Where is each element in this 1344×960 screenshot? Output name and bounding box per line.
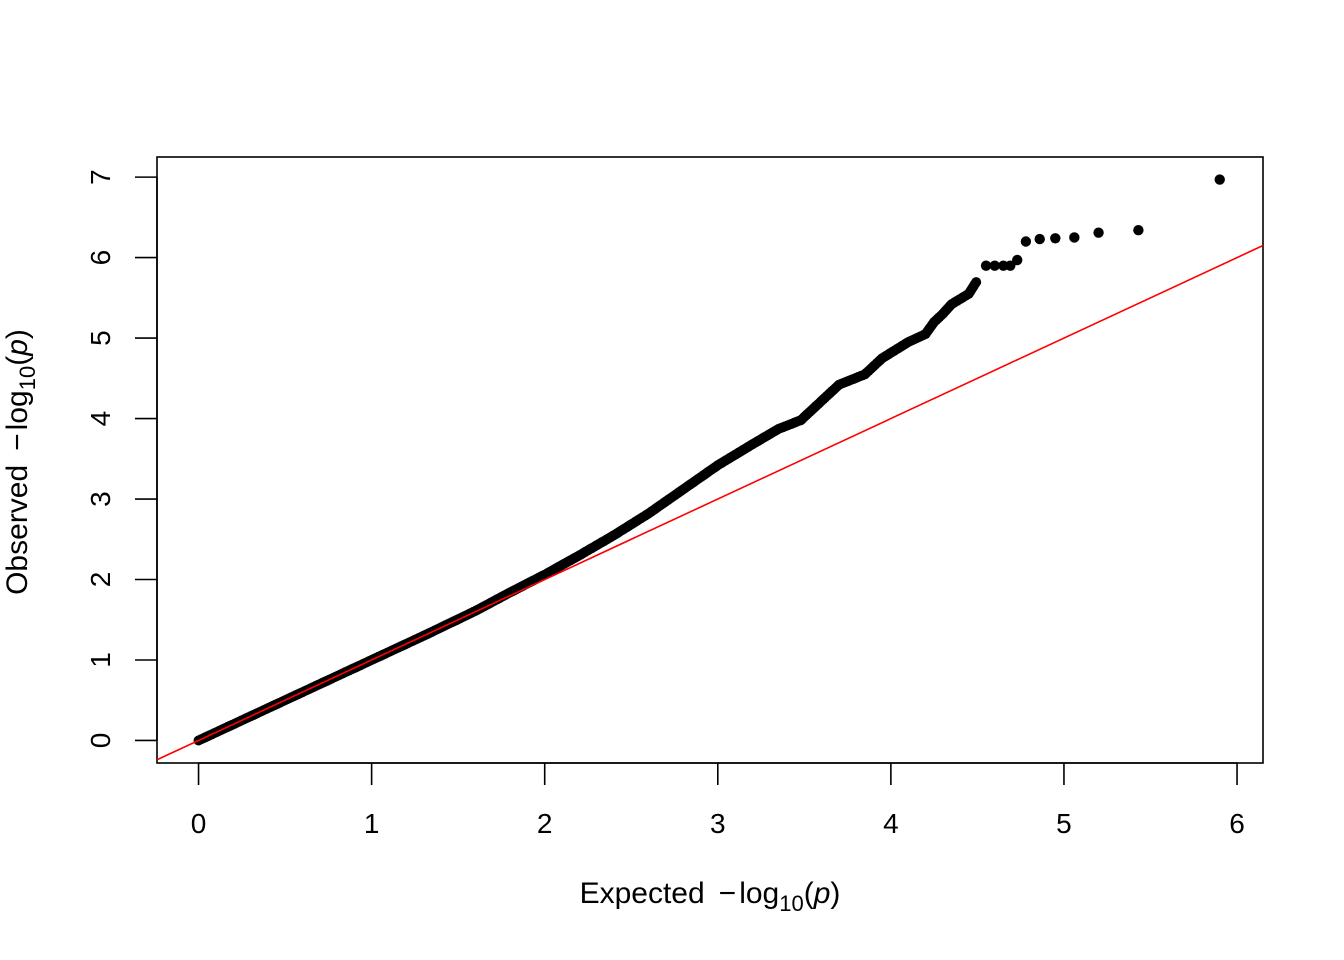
y-tick-label: 3 (85, 491, 116, 507)
y-tick-label: 5 (85, 330, 116, 346)
plot-frame (156, 156, 1264, 764)
x-tick-label: 1 (364, 808, 380, 839)
y-axis-label: Observed−log10(p) (1, 329, 40, 595)
x-axis-label: Expected − log10(p) (580, 877, 841, 916)
reference-line (156, 244, 1264, 761)
data-point (1093, 227, 1104, 238)
y-tick-label: 0 (85, 733, 116, 749)
data-point (1069, 232, 1080, 243)
reference-line-group (156, 244, 1264, 761)
data-point (1050, 233, 1061, 244)
data-point (1012, 254, 1023, 266)
data-point (1133, 225, 1144, 236)
data-point (980, 260, 992, 271)
data-point (1214, 174, 1225, 185)
x-tick-label: 3 (710, 808, 726, 839)
x-tick-label: 4 (883, 808, 899, 839)
data-points (193, 174, 1225, 746)
x-tick-label: 2 (537, 808, 553, 839)
data-point (1005, 260, 1016, 271)
data-point (1034, 233, 1045, 245)
y-tick-label: 1 (85, 652, 116, 668)
x-axis: 0 1 2 3 4 5 6 (191, 762, 1245, 839)
y-tick-label: 7 (85, 169, 116, 185)
data-point (989, 260, 1000, 271)
y-axis: 0 1 2 3 4 5 6 7 (85, 169, 158, 749)
y-tick-label: 2 (85, 572, 116, 588)
x-tick-label: 6 (1229, 808, 1245, 839)
data-point (1020, 236, 1032, 247)
x-tick-label: 0 (191, 808, 207, 839)
x-tick-label: 5 (1056, 808, 1072, 839)
plot-area (156, 156, 1264, 764)
y-tick-label: 6 (85, 250, 116, 266)
y-tick-label: 4 (85, 411, 116, 427)
data-point (971, 277, 982, 288)
